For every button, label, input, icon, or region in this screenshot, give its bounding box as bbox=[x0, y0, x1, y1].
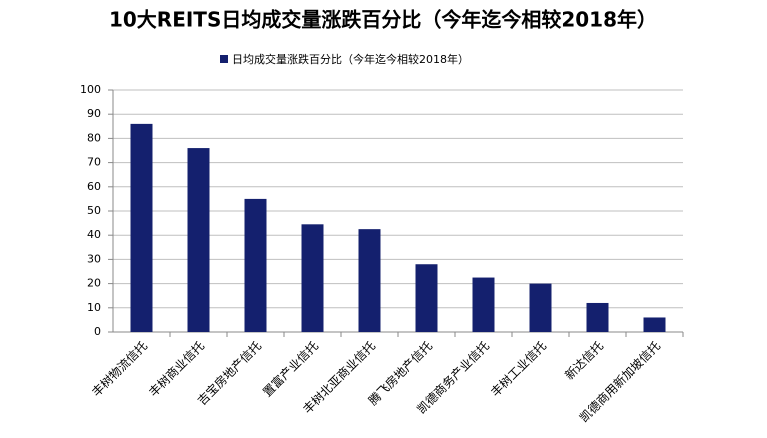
bar bbox=[130, 123, 153, 332]
x-tick-label: 新达信托 bbox=[562, 338, 607, 383]
y-tick-label: 0 bbox=[94, 325, 101, 338]
bar bbox=[415, 264, 438, 332]
bar bbox=[643, 317, 666, 332]
y-tick-label: 10 bbox=[87, 301, 101, 314]
bar bbox=[187, 148, 210, 332]
x-tick-label: 丰树物流信托 bbox=[89, 338, 151, 400]
x-tick-label: 丰树商业信托 bbox=[146, 338, 208, 400]
y-tick-label: 50 bbox=[87, 204, 101, 217]
y-tick-label: 100 bbox=[80, 83, 101, 96]
bar bbox=[472, 277, 495, 332]
bar bbox=[244, 198, 267, 332]
bar bbox=[529, 283, 552, 332]
y-tick-label: 80 bbox=[87, 131, 101, 144]
legend-swatch bbox=[220, 55, 228, 63]
bar bbox=[358, 229, 381, 332]
bar bbox=[301, 224, 324, 332]
y-tick-label: 70 bbox=[87, 156, 101, 169]
chart-title: 10大REITS日均成交量涨跌百分比（今年迄今相较2018年） bbox=[109, 8, 657, 32]
y-tick-label: 40 bbox=[87, 228, 101, 241]
x-tick-label: 丰树工业信托 bbox=[488, 338, 550, 400]
bar bbox=[586, 302, 609, 332]
y-tick-label: 60 bbox=[87, 180, 101, 193]
x-tick-label: 置富产业信托 bbox=[260, 338, 322, 400]
y-tick-label: 20 bbox=[87, 277, 101, 290]
y-tick-label: 30 bbox=[87, 252, 101, 265]
y-tick-label: 90 bbox=[87, 107, 101, 120]
legend-label: 日均成交量涨跌百分比（今年迄今相较2018年） bbox=[232, 52, 469, 66]
